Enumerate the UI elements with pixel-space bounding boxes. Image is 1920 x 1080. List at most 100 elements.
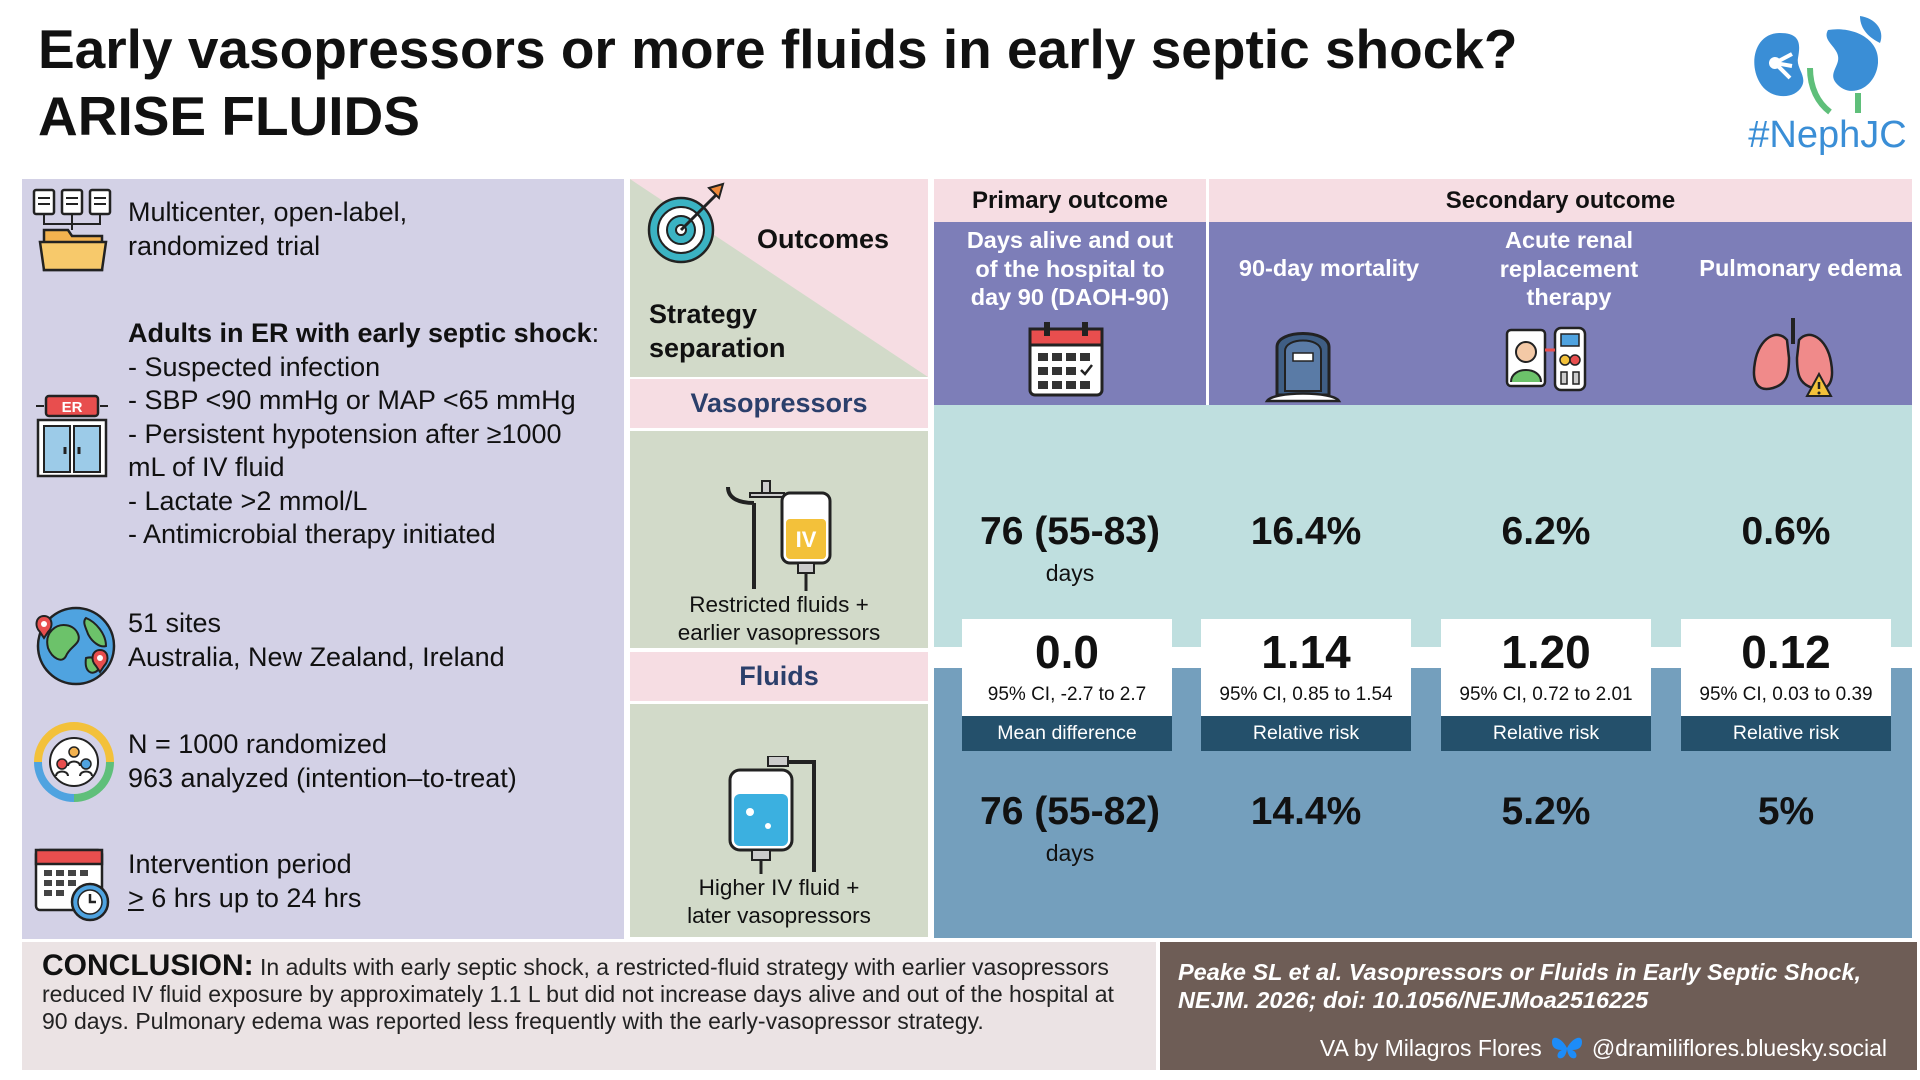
citation-line-2: NEJM. 2026; doi: 10.1056/NEJMoa2516225: [1178, 987, 1649, 1013]
conclusion-label: CONCLUSION:: [42, 949, 254, 982]
effect-ci: 95% CI, 0.03 to 0.39: [1699, 684, 1873, 705]
vasopressors-results-band: [934, 405, 1912, 647]
strategy-label-1: Strategy: [649, 299, 758, 329]
calendar-icon: [1028, 322, 1104, 397]
tombstone-icon: [1264, 332, 1342, 403]
daoh-name-line-2: of the hospital to: [975, 255, 1165, 282]
fluid-daoh-value: 76 (55-82): [980, 790, 1160, 833]
author-credit: VA by Milagros Flores @dramiliflores.blu…: [1320, 1034, 1887, 1062]
nephjc-logo: [1740, 8, 1910, 163]
strategy-label-2: separation: [649, 333, 786, 363]
title-line-1: Early vasopressors or more fluids in ear…: [38, 18, 1518, 80]
effect-ci: 95% CI, 0.72 to 2.01: [1459, 684, 1633, 705]
effect-box-rrt: 1.20 95% CI, 0.72 to 2.01 Relative risk: [1441, 619, 1651, 751]
period-ge-symbol: >: [128, 882, 144, 913]
fluid-mortality-value: 14.4%: [1250, 790, 1362, 833]
citation-box: Peake SL et al. Vasopressors or Fluids i…: [1160, 942, 1917, 1070]
documents-folder-icon: [32, 186, 114, 274]
vaso-rrt-value: 6.2%: [1501, 510, 1591, 553]
daoh-name-line-3: day 90 (DAOH-90): [970, 284, 1170, 310]
arm1-desc-line-1: Restricted fluids +: [689, 592, 869, 617]
rrt-name-line-2: replacement: [1499, 255, 1639, 282]
outcome-header-mortality: 90-day mortality: [1209, 222, 1449, 405]
effect-value: 0.0: [1035, 626, 1099, 678]
randomized-count: N = 1000 randomized: [128, 729, 387, 759]
brand-hashtag: #NephJC: [1748, 114, 1907, 156]
arm2-desc-line-1: Higher IV fluid +: [698, 875, 860, 900]
period-duration-text: 6 hrs up to 24 hrs: [143, 882, 362, 913]
effect-value: 0.12: [1741, 626, 1831, 678]
social-handle: @dramiliflores.bluesky.social: [1591, 1034, 1887, 1061]
mortality-name: 90-day mortality: [1238, 255, 1420, 281]
lungs-warning-icon: [1752, 318, 1834, 397]
calendar-clock-icon: [32, 842, 114, 924]
analyzed-count: 963 analyzed (intention–to-treat): [128, 762, 517, 793]
arm-vasopressors-label: Vasopressors: [630, 379, 928, 428]
study-design-panel: [22, 179, 624, 939]
effect-ci: 95% CI, 0.85 to 1.54: [1219, 684, 1393, 705]
criterion-3: - Persistent hypotension after ≥1000: [128, 418, 562, 449]
arm-vasopressors-box: IV Restricted fluids + earlier vasopress…: [630, 431, 928, 648]
dialysis-icon: [1505, 326, 1587, 392]
citation-line-1: Peake SL et al. Vasopressors or Fluids i…: [1178, 959, 1862, 985]
sites-info: 51 sites Australia, New Zealand, Ireland: [128, 607, 505, 674]
kidney-logo-icon: [1754, 16, 1882, 115]
effect-measure: Relative risk: [1201, 716, 1411, 751]
effect-measure: Relative risk: [1681, 716, 1891, 751]
fluid-rrt-value: 5.2%: [1501, 790, 1591, 833]
rrt-name-line-3: therapy: [1526, 284, 1612, 310]
arm-fluids-description: Higher IV fluid + later vasopressors: [630, 874, 928, 929]
effect-measure: Mean difference: [962, 716, 1172, 751]
fluid-pulmonary-value: 5%: [1757, 790, 1815, 833]
sites-count: 51 sites: [128, 608, 222, 638]
target-icon: [645, 182, 727, 268]
population-title: Adults in ER with early septic shock:: [128, 317, 618, 351]
daoh-name-line-1: Days alive and out: [966, 227, 1174, 253]
population-criteria: Adults in ER with early septic shock: - …: [128, 317, 618, 552]
effect-value: 1.14: [1261, 626, 1351, 678]
arm-vasopressors-description: Restricted fluids + earlier vasopressors: [630, 591, 928, 646]
secondary-outcome-header: Secondary outcome: [1209, 179, 1912, 222]
criterion-3-cont: mL of IV fluid: [128, 452, 285, 482]
conclusion-text: In adults with early septic shock, a res…: [42, 954, 1114, 1034]
criterion-2: - SBP <90 mmHg or MAP <65 mmHg: [128, 385, 576, 415]
effect-box-mortality: 1.14 95% CI, 0.85 to 1.54 Relative risk: [1201, 619, 1411, 751]
vaso-mortality-value: 16.4%: [1250, 510, 1362, 553]
sites-countries: Australia, New Zealand, Ireland: [128, 641, 505, 672]
sample-size: N = 1000 randomized 963 analyzed (intent…: [128, 728, 517, 795]
er-door-icon: ER: [34, 392, 110, 478]
iv-bag-yellow-icon: IV: [726, 480, 832, 591]
credit-name: VA by Milagros Flores: [1319, 1034, 1542, 1061]
page-title: Early vasopressors or more fluids in ear…: [38, 16, 1518, 150]
vaso-daoh-value: 76 (55-83): [980, 510, 1160, 553]
strategy-separation-label: Strategy separation: [649, 297, 786, 365]
design-line-2: randomized trial: [128, 230, 321, 261]
criterion-5: - Antimicrobial therapy initiated: [128, 519, 496, 549]
outcomes-label: Outcomes: [757, 224, 890, 254]
period-label: Intervention period: [128, 849, 352, 879]
arm-fluids-box: Higher IV fluid + later vasopressors: [630, 704, 928, 937]
intervention-period: Intervention period > 6 hrs up to 24 hrs: [128, 848, 361, 915]
globe-pins-icon: [30, 600, 116, 686]
period-duration: > 6 hrs up to 24 hrs: [128, 882, 361, 916]
criterion-4: - Lactate >2 mmol/L: [128, 485, 368, 516]
outcome-header-daoh: Days alive and out of the hospital to da…: [934, 222, 1206, 405]
iv-bag-blue-icon: [728, 756, 816, 874]
population-title-text: Adults in ER with early septic shock: [128, 318, 592, 348]
column-divider: [1206, 179, 1209, 405]
effect-box-pulmonary: 0.12 95% CI, 0.03 to 0.39 Relative risk: [1681, 619, 1891, 751]
er-sign-label: ER: [62, 399, 83, 416]
fluid-daoh-unit: days: [1045, 840, 1095, 866]
design-line-1: Multicenter, open-label,: [128, 197, 408, 227]
arm1-desc-line-2: earlier vasopressors: [677, 619, 881, 645]
trial-design: Multicenter, open-label, randomized tria…: [128, 196, 407, 263]
vaso-daoh-unit: days: [1045, 560, 1095, 586]
effect-box-daoh: 0.0 95% CI, -2.7 to 2.7 Mean difference: [962, 619, 1172, 751]
rrt-name-line-1: Acute renal: [1505, 227, 1633, 253]
citation: Peake SL et al. Vasopressors or Fluids i…: [1178, 958, 1861, 1014]
butterfly-icon: [1551, 1037, 1582, 1059]
outcome-header-pulmonary: Pulmonary edema: [1689, 222, 1912, 405]
arm2-desc-line-2: later vasopressors: [687, 902, 871, 928]
iv-bag-label: IV: [796, 527, 817, 552]
criterion-1: - Suspected infection: [128, 351, 381, 382]
